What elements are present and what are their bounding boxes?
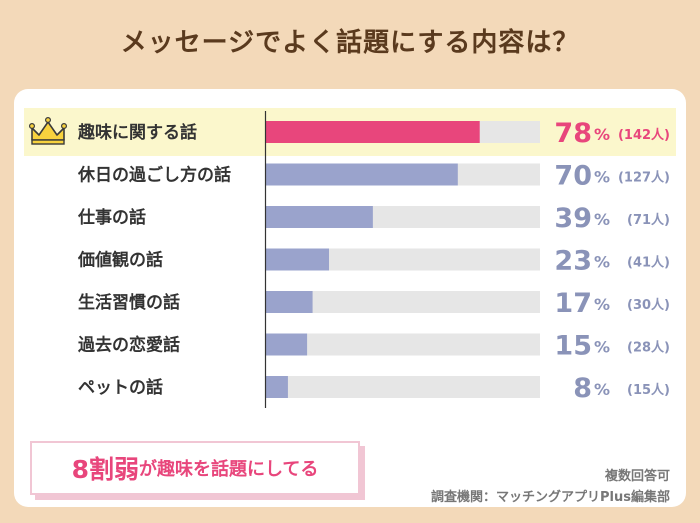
- source-note: 調査機関：マッチングアプリPlus編集部: [431, 490, 670, 505]
- bar: [266, 163, 458, 186]
- category-label: 価値観の話: [77, 250, 163, 271]
- crown-base: [31, 139, 65, 145]
- value-label: 15: [554, 331, 592, 362]
- chart-row: ペットの話 8% (15人): [78, 373, 670, 404]
- category-label: 休日の過ごし方の話: [77, 165, 231, 186]
- chart-card: 趣味に関する話 78% (142人) 休日の過ごし方の話 70% (127人) 仕事の話 39…: [14, 89, 686, 507]
- crown-icon: [29, 117, 68, 145]
- summary-callout: 8割弱 が趣味を話題にしてる: [30, 441, 360, 495]
- bar: [266, 333, 308, 356]
- value-unit: %: [594, 210, 610, 229]
- category-label: 過去の恋愛話: [78, 335, 180, 356]
- category-label: 生活習慣の話: [78, 292, 180, 313]
- value-label: 78: [554, 118, 592, 149]
- bar-track: [266, 248, 540, 271]
- bar: [266, 291, 313, 313]
- page-title: メッセージでよく話題にする内容は？: [120, 28, 580, 58]
- bar-chart: 趣味に関する話 78% (142人) 休日の過ごし方の話 70% (127人) 仕事の話 39…: [24, 108, 676, 408]
- bar: [266, 248, 330, 271]
- crown-jewel: [44, 117, 52, 124]
- chart-row: 価値観の話 23% (41人): [77, 246, 670, 277]
- crown-jewel: [29, 123, 36, 130]
- bar-track: [266, 333, 540, 356]
- value-label: 8: [573, 373, 592, 404]
- value-unit: %: [594, 380, 610, 399]
- chart-row: 過去の恋愛話 15% (28人): [78, 331, 670, 362]
- value-unit: %: [594, 125, 610, 144]
- crown-jewel: [61, 123, 68, 130]
- value-unit: %: [594, 338, 610, 357]
- count-label: (30人): [627, 297, 670, 313]
- bar: [266, 121, 480, 143]
- category-label: ペットの話: [78, 377, 163, 398]
- multiple-answer-note: 複数回答可: [604, 469, 670, 484]
- count-label: (71人): [627, 212, 670, 228]
- bar-track: [266, 291, 540, 313]
- count-label: (127人): [618, 170, 670, 186]
- chart-row: 仕事の話 39% (71人): [77, 203, 670, 234]
- count-label: (41人): [627, 255, 670, 271]
- bar: [266, 376, 288, 398]
- chart-row: 生活習慣の話 17% (30人): [78, 288, 670, 319]
- value-unit: %: [594, 168, 610, 187]
- category-label: 仕事の話: [77, 207, 146, 228]
- value-label: 17: [554, 288, 592, 319]
- chart-row: 趣味に関する話 78% (142人): [24, 108, 676, 156]
- bar-track: [266, 376, 540, 398]
- count-label: (15人): [627, 382, 670, 398]
- value-label: 70: [554, 161, 592, 192]
- count-label: (142人): [618, 127, 670, 143]
- bar: [266, 206, 373, 228]
- crown-body: [31, 121, 65, 141]
- value-label: 23: [554, 246, 592, 277]
- count-label: (28人): [627, 340, 670, 356]
- value-unit: %: [594, 253, 610, 272]
- category-label: 趣味に関する話: [77, 122, 197, 143]
- summary-highlight: 8割弱: [71, 455, 139, 484]
- value-unit: %: [594, 295, 610, 314]
- summary-text: が趣味を話題にしてる: [138, 459, 319, 480]
- value-label: 39: [554, 203, 592, 234]
- chart-row: 休日の過ごし方の話 70% (127人): [77, 161, 670, 192]
